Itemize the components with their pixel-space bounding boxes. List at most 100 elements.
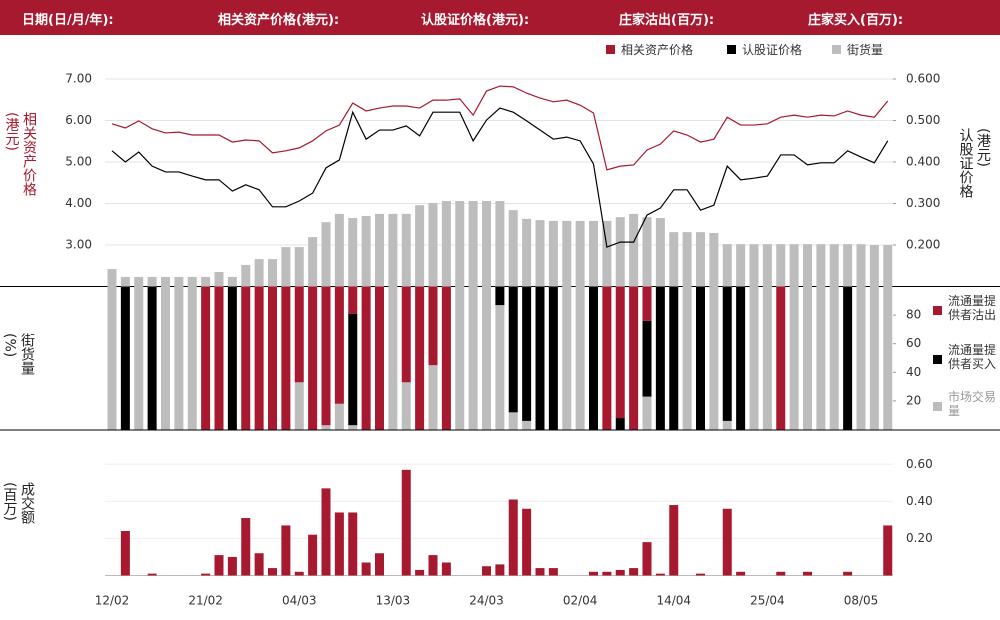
street-bar	[722, 244, 732, 287]
street-bar	[201, 276, 211, 287]
share-bar	[348, 313, 358, 426]
share-bar	[281, 286, 291, 430]
y-tick-label: 0.60	[906, 457, 933, 471]
share-bar	[869, 286, 879, 430]
share-bar	[589, 286, 598, 430]
share-bar	[736, 286, 746, 430]
y-tick-label: 20	[906, 393, 921, 407]
share-bar	[321, 425, 331, 430]
header-label: 庄家买入(百万):	[808, 13, 904, 28]
street-bar	[227, 276, 237, 287]
share-bar	[334, 403, 344, 430]
turnover-bar	[321, 488, 331, 576]
street-bar	[241, 264, 251, 287]
y-tick-label: 3.00	[65, 238, 92, 252]
turnover-bar	[441, 562, 451, 576]
street-bar	[749, 244, 759, 287]
share-bar	[375, 286, 384, 430]
share-bar	[629, 286, 639, 430]
share-bar	[642, 320, 652, 397]
street-bar	[415, 205, 425, 287]
street-bar	[254, 259, 264, 287]
share-bar	[348, 286, 358, 314]
turnover-bar	[401, 469, 411, 576]
turnover-bar	[375, 553, 384, 576]
legend-label: 街货量	[847, 42, 883, 57]
turnover-bar	[308, 534, 318, 576]
turnover-bar	[227, 556, 237, 576]
share-bar	[388, 286, 398, 430]
y-tick-label: 5.00	[65, 155, 92, 169]
street-bar	[455, 201, 465, 287]
share-bar	[709, 286, 719, 430]
turnover-bar	[201, 573, 211, 576]
street-bar	[294, 247, 304, 287]
street-bar	[829, 244, 839, 287]
street-bar	[682, 232, 692, 287]
share-bar	[789, 286, 799, 430]
share-bar	[455, 286, 465, 430]
share-bar	[548, 286, 558, 430]
share-bar	[134, 286, 144, 430]
street-bar	[214, 271, 224, 287]
turnover-bar	[602, 571, 612, 576]
street-bar	[562, 220, 572, 287]
share-bar	[856, 286, 866, 430]
share-bar	[187, 286, 197, 430]
y2-tick-label: 0.500	[906, 113, 940, 127]
street-bar	[174, 276, 184, 287]
street-bar	[575, 220, 585, 287]
street-bar	[482, 201, 491, 287]
share-bar	[415, 286, 425, 430]
legend-swatch	[933, 306, 942, 315]
street-bar	[161, 276, 170, 287]
street-bar	[776, 244, 786, 287]
street-bar	[843, 244, 853, 287]
street-bar	[428, 203, 438, 287]
share-bar	[602, 286, 612, 430]
price-line	[111, 107, 889, 248]
y-axis-title: 成交额(百万)	[1, 482, 36, 524]
street-bar	[589, 220, 598, 287]
share-bar	[655, 286, 665, 430]
header-label: 庄家沽出(百万):	[619, 13, 715, 28]
y2-tick-label: 0.600	[906, 72, 940, 86]
street-bar	[468, 201, 478, 287]
turnover-bar	[415, 569, 425, 576]
turnover-bar	[147, 573, 157, 576]
turnover-bar	[508, 499, 518, 576]
legend-swatch	[933, 355, 942, 364]
legend-label: 流通量提供者买入	[948, 343, 997, 372]
street-bar	[441, 201, 451, 287]
share-bar	[495, 305, 505, 430]
street-bar	[120, 276, 130, 287]
turnover-bar	[522, 508, 532, 576]
y2-tick-label: 0.300	[906, 196, 940, 210]
turnover-bar	[843, 571, 853, 576]
street-bar	[388, 213, 398, 287]
street-bar	[495, 201, 505, 287]
street-bar	[709, 232, 719, 287]
header-label: 认股证价格(港元):	[421, 13, 530, 28]
legend-swatch	[606, 45, 615, 54]
share-bar	[522, 420, 532, 430]
share-bar	[615, 418, 625, 430]
y-tick-label: 0.40	[906, 494, 933, 508]
street-bar	[669, 232, 679, 287]
x-tick-label: 02/04	[563, 594, 598, 608]
street-bar	[655, 218, 665, 287]
street-bar	[401, 213, 411, 287]
street-bar	[535, 220, 545, 287]
turnover-bar	[722, 508, 732, 576]
y-tick-label: 7.00	[65, 72, 92, 86]
share-bar	[883, 286, 893, 430]
share-bar	[254, 286, 264, 430]
street-bar	[334, 213, 344, 287]
legend-swatch	[933, 402, 942, 411]
legend-swatch	[832, 45, 841, 54]
share-bar	[227, 286, 237, 430]
street-bar	[789, 244, 799, 287]
share-bar	[762, 286, 772, 430]
share-bar	[321, 286, 331, 426]
